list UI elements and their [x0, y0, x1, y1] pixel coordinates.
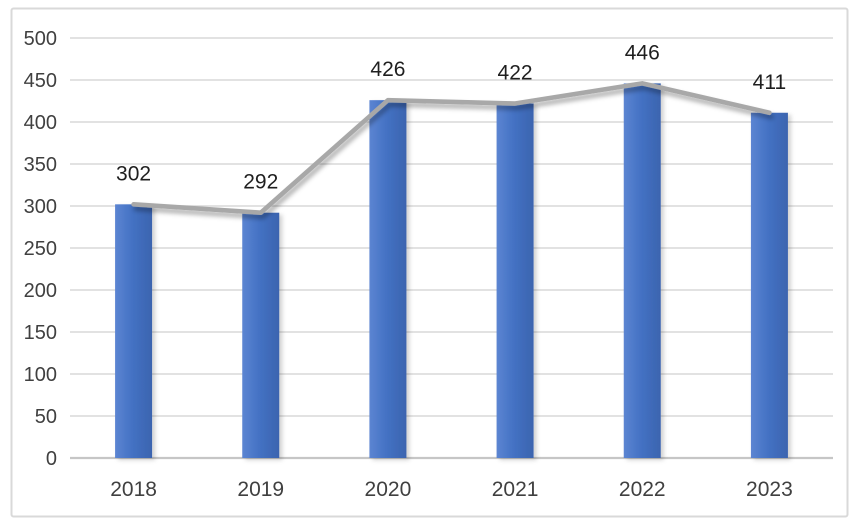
- data-label-2018: 302: [116, 162, 151, 185]
- y-tick-label: 350: [24, 154, 57, 176]
- y-tick-label: 0: [46, 448, 57, 470]
- y-tick-label: 200: [24, 280, 57, 302]
- bar-2020: [369, 100, 407, 458]
- x-axis-label-2020: 2020: [365, 478, 412, 501]
- bar-2019: [242, 212, 280, 458]
- bar-2023: [750, 112, 788, 458]
- x-axis-label-2021: 2021: [492, 478, 539, 501]
- data-label-2021: 422: [498, 62, 533, 85]
- trend-line: [131, 81, 772, 216]
- y-tick-label: 500: [24, 28, 57, 50]
- data-label-2019: 292: [243, 171, 278, 194]
- y-tick-label: 300: [24, 196, 57, 218]
- y-tick-label: 100: [24, 364, 57, 386]
- x-axis-label-2019: 2019: [237, 478, 284, 501]
- y-tick-label: 150: [24, 322, 57, 344]
- x-axis-label-2018: 2018: [110, 478, 157, 501]
- data-label-2020: 426: [370, 58, 405, 81]
- x-axis-label-2023: 2023: [746, 478, 793, 501]
- y-tick-label: 50: [35, 406, 57, 428]
- x-axis-label-2022: 2022: [619, 478, 666, 501]
- data-label-2022: 446: [625, 41, 660, 64]
- bar-2022: [623, 83, 661, 459]
- bar-2021: [496, 103, 534, 459]
- y-tick-label: 400: [24, 112, 57, 134]
- y-tick-label: 450: [24, 70, 57, 92]
- data-label-2023: 411: [753, 71, 786, 94]
- y-tick-label: 250: [24, 238, 57, 260]
- bar-2018: [115, 204, 153, 458]
